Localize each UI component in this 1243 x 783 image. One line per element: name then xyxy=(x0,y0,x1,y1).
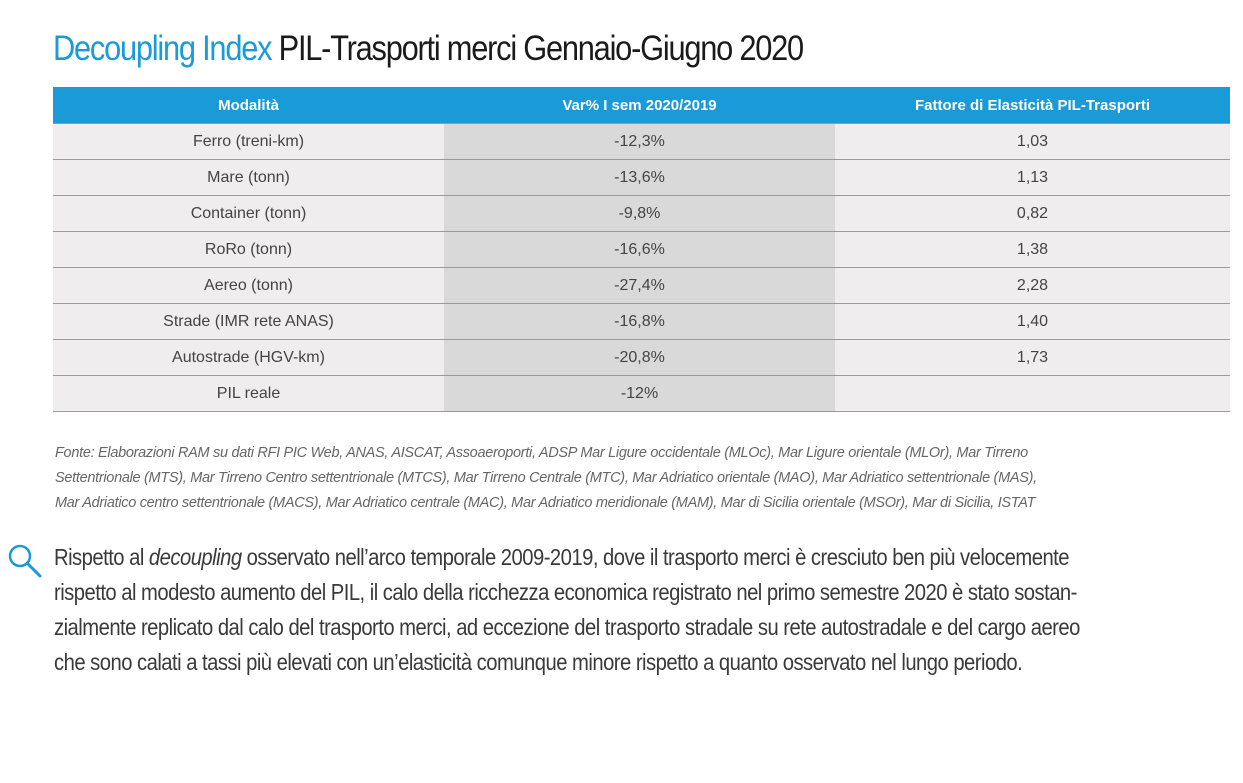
header-modalita: Modalità xyxy=(53,87,444,124)
text-segment: osservato nell’arco temporale 2009-2019,… xyxy=(241,544,1070,570)
source-line: Mar Adriatico centro settentrionale (MAC… xyxy=(55,495,1036,511)
cell-var: -13,6% xyxy=(444,159,835,196)
source-line: Settentrionale (MTS), Mar Tirreno Centro… xyxy=(55,470,1037,486)
cell-modalita: RoRo (tonn) xyxy=(53,231,444,268)
cell-fattore: 1,03 xyxy=(835,123,1230,160)
source-note: Fonte: Elaborazioni RAM su dati RFI PIC … xyxy=(55,441,1235,516)
table-row: Strade (IMR rete ANAS) -16,8% 1,40 xyxy=(53,303,1230,340)
commentary-paragraph: Rispetto al decoupling osservato nell’ar… xyxy=(54,540,1207,680)
table-row: Autostrade (HGV-km) -20,8% 1,73 xyxy=(53,339,1230,376)
table-header-row: Modalità Var% I sem 2020/2019 Fattore di… xyxy=(53,87,1230,124)
table-row: Aereo (tonn) -27,4% 2,28 xyxy=(53,267,1230,304)
cell-modalita: Strade (IMR rete ANAS) xyxy=(53,303,444,340)
cell-modalita: Container (tonn) xyxy=(53,195,444,232)
cell-modalita: Aereo (tonn) xyxy=(53,267,444,304)
cell-var: -16,6% xyxy=(444,231,835,268)
paragraph-line: che sono calati a tassi più elevati con … xyxy=(54,649,1023,675)
cell-fattore: 1,38 xyxy=(835,231,1230,268)
emphasis-term: decoupling xyxy=(148,544,242,570)
cell-var: -20,8% xyxy=(444,339,835,376)
title-rest: PIL-Trasporti merci Gennaio-Giugno 2020 xyxy=(278,29,805,68)
title-accent: Decoupling Index xyxy=(53,29,273,68)
cell-fattore xyxy=(835,375,1230,412)
cell-fattore: 1,40 xyxy=(835,303,1230,340)
cell-modalita: Mare (tonn) xyxy=(53,159,444,196)
cell-fattore: 1,13 xyxy=(835,159,1230,196)
cell-var: -9,8% xyxy=(444,195,835,232)
decoupling-table: Modalità Var% I sem 2020/2019 Fattore di… xyxy=(53,87,1230,412)
cell-var: -12,3% xyxy=(444,123,835,160)
table-row: Ferro (treni-km) -12,3% 1,03 xyxy=(53,123,1230,160)
table-row: PIL reale -12% xyxy=(53,375,1230,412)
header-fattore: Fattore di Elasticità PIL-Trasporti xyxy=(835,87,1230,124)
cell-fattore: 2,28 xyxy=(835,267,1230,304)
cell-fattore: 1,73 xyxy=(835,339,1230,376)
text-segment: Rispetto al xyxy=(54,544,149,570)
table-row: RoRo (tonn) -16,6% 1,38 xyxy=(53,231,1230,268)
table-row: Mare (tonn) -13,6% 1,13 xyxy=(53,159,1230,196)
paragraph-line: zialmente replicato dal calo del traspor… xyxy=(54,614,1080,640)
header-var: Var% I sem 2020/2019 xyxy=(444,87,835,124)
cell-fattore: 0,82 xyxy=(835,195,1230,232)
cell-modalita: Autostrade (HGV-km) xyxy=(53,339,444,376)
cell-var: -27,4% xyxy=(444,267,835,304)
search-icon xyxy=(5,541,45,581)
cell-modalita: PIL reale xyxy=(53,375,444,412)
cell-var: -16,8% xyxy=(444,303,835,340)
source-line: Fonte: Elaborazioni RAM su dati RFI PIC … xyxy=(55,445,1028,461)
paragraph-line: rispetto al modesto aumento del PIL, il … xyxy=(54,579,1077,605)
paragraph-line: Rispetto al decoupling osservato nell’ar… xyxy=(54,540,1207,575)
cell-var: -12% xyxy=(444,375,835,412)
page-title: Decoupling Index PIL-Trasporti merci Gen… xyxy=(53,28,805,70)
table-row: Container (tonn) -9,8% 0,82 xyxy=(53,195,1230,232)
cell-modalita: Ferro (treni-km) xyxy=(53,123,444,160)
